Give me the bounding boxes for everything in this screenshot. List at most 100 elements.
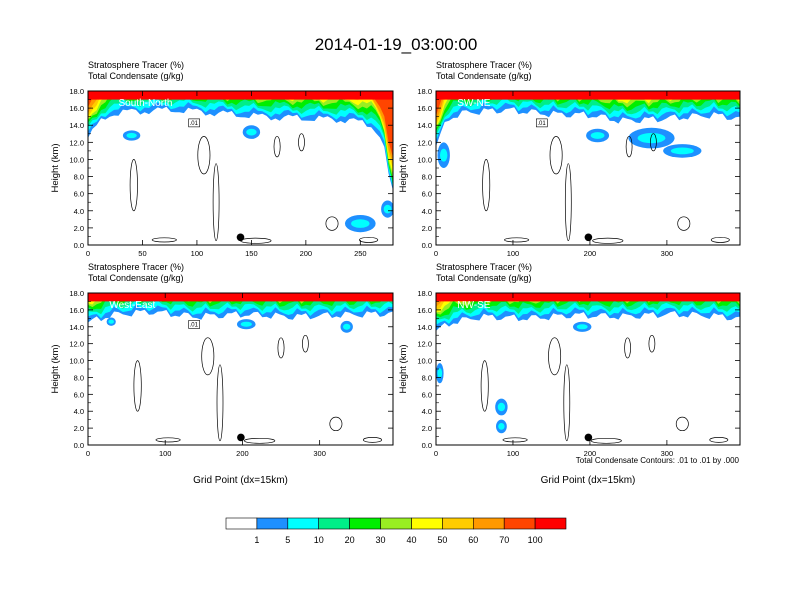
tracer-band [88,91,393,100]
colorbar-swatch [225,517,258,530]
y-tick-label: 2.0 [422,424,432,433]
panel-header-tracer: Stratosphere Tracer (%) [436,262,532,272]
y-tick-label: 18.0 [69,289,84,298]
cross-section-label: SW-NE [457,98,490,109]
tracer-pocket [670,147,694,155]
condensate-contour [504,237,530,243]
contour-label: .01 [190,322,199,328]
plot-area: .01 [436,91,740,245]
tracer-band [436,91,740,100]
colorbar-label: 50 [437,535,447,545]
panel-header-condensate: Total Condensate (g/kg) [88,273,184,283]
tracer-pocket [498,423,505,430]
y-tick-label: 4.0 [422,407,432,416]
y-tick-label: 10.0 [417,357,432,366]
y-tick-label: 0.0 [74,241,84,250]
contour-label-box [536,118,548,128]
x-tick-label: 300 [661,249,674,258]
y-axis-label: Height (km) [398,344,409,393]
y-tick-label: 18.0 [417,289,432,298]
y-axis-label: Height (km) [398,143,409,192]
x-tick-label: 100 [507,449,520,458]
colorbar-swatch [287,517,319,530]
colorbar-swatch [534,517,567,530]
condensate-contour [675,416,689,432]
condensate-contour [709,437,729,443]
colorbar-label: 10 [314,535,324,545]
condensate-contour [592,237,624,244]
condensate-contour [302,334,309,353]
colorbar-label: 40 [406,535,416,545]
x-tick-label: 0 [434,449,438,458]
x-tick-label: 150 [245,249,258,258]
condensate-contour [548,337,562,376]
x-tick-label: 250 [354,249,367,258]
condensate-contour [329,416,343,432]
y-tick-label: 18.0 [69,87,84,96]
x-tick-label: 0 [434,249,438,258]
y-tick-label: 12.0 [69,340,84,349]
y-tick-label: 16.0 [69,306,84,315]
panel-west-east: Stratosphere Tracer (%)Total Condensate … [50,262,394,486]
y-tick-label: 2.0 [74,224,84,233]
y-tick-label: 4.0 [74,407,84,416]
x-axis-label: Grid Point (dx=15km) [193,475,288,486]
tracer-pocket [576,324,588,330]
y-tick-label: 18.0 [417,87,432,96]
y-tick-label: 16.0 [417,306,432,315]
x-tick-label: 0 [86,449,90,458]
tracer-pocket [440,148,448,162]
panel-header-tracer: Stratosphere Tracer (%) [88,60,184,70]
x-tick-label: 100 [159,449,172,458]
x-tick-label: 200 [584,249,597,258]
tracer-pocket [637,133,666,144]
colorbar-swatch [256,517,289,530]
y-tick-label: 14.0 [69,323,84,332]
colorbar: 1 5 10 20 30 40 50 60 70 100 [225,517,567,545]
panel-nw-se: Stratosphere Tracer (%)Total Condensate … [398,262,741,486]
y-tick-label: 14.0 [417,121,432,130]
x-tick-label: 100 [507,249,520,258]
x-tick-label: 200 [584,449,597,458]
colorbar-swatch [503,517,536,530]
x-tick-label: 50 [138,249,146,258]
tracer-pocket [497,402,506,412]
y-tick-label: 8.0 [74,173,84,182]
tracer-pocket [351,219,370,228]
y-tick-label: 10.0 [417,155,432,164]
panel-header-tracer: Stratosphere Tracer (%) [88,262,184,272]
tracer-pocket [246,128,257,136]
panel-south-north: Stratosphere Tracer (%)Total Condensate … [50,60,394,258]
x-tick-label: 200 [236,449,249,458]
tracer-pocket [240,321,252,327]
condensate-contour [277,337,285,359]
cross-section-label: West-East [109,300,155,311]
location-marker [584,233,593,242]
y-tick-label: 12.0 [69,138,84,147]
condensate-contour [212,163,220,242]
condensate-contour [362,437,383,443]
cross-section-label: NW-SE [457,300,490,311]
condensate-contour [677,216,691,231]
panel-header-tracer: Stratosphere Tracer (%) [436,60,532,70]
tracer-pocket [343,323,351,330]
condensate-contour [129,159,138,212]
colorbar-swatch [411,517,443,530]
y-tick-label: 6.0 [422,390,432,399]
y-tick-label: 2.0 [422,224,432,233]
condensate-contour [650,133,657,152]
tracer-band [436,91,740,132]
tracer-band [88,91,393,191]
y-tick-label: 12.0 [417,138,432,147]
condensate-contour [359,236,379,243]
condensate-contour [151,237,177,243]
condensate-contour [502,437,528,443]
y-tick-label: 16.0 [69,104,84,113]
contour-label: .01 [190,121,199,127]
tracer-pocket [437,368,443,379]
panel-header-condensate: Total Condensate (g/kg) [436,273,532,283]
condensate-contour [155,437,181,443]
location-marker [584,433,593,442]
y-tick-label: 8.0 [422,173,432,182]
condensate-contour [624,337,631,359]
